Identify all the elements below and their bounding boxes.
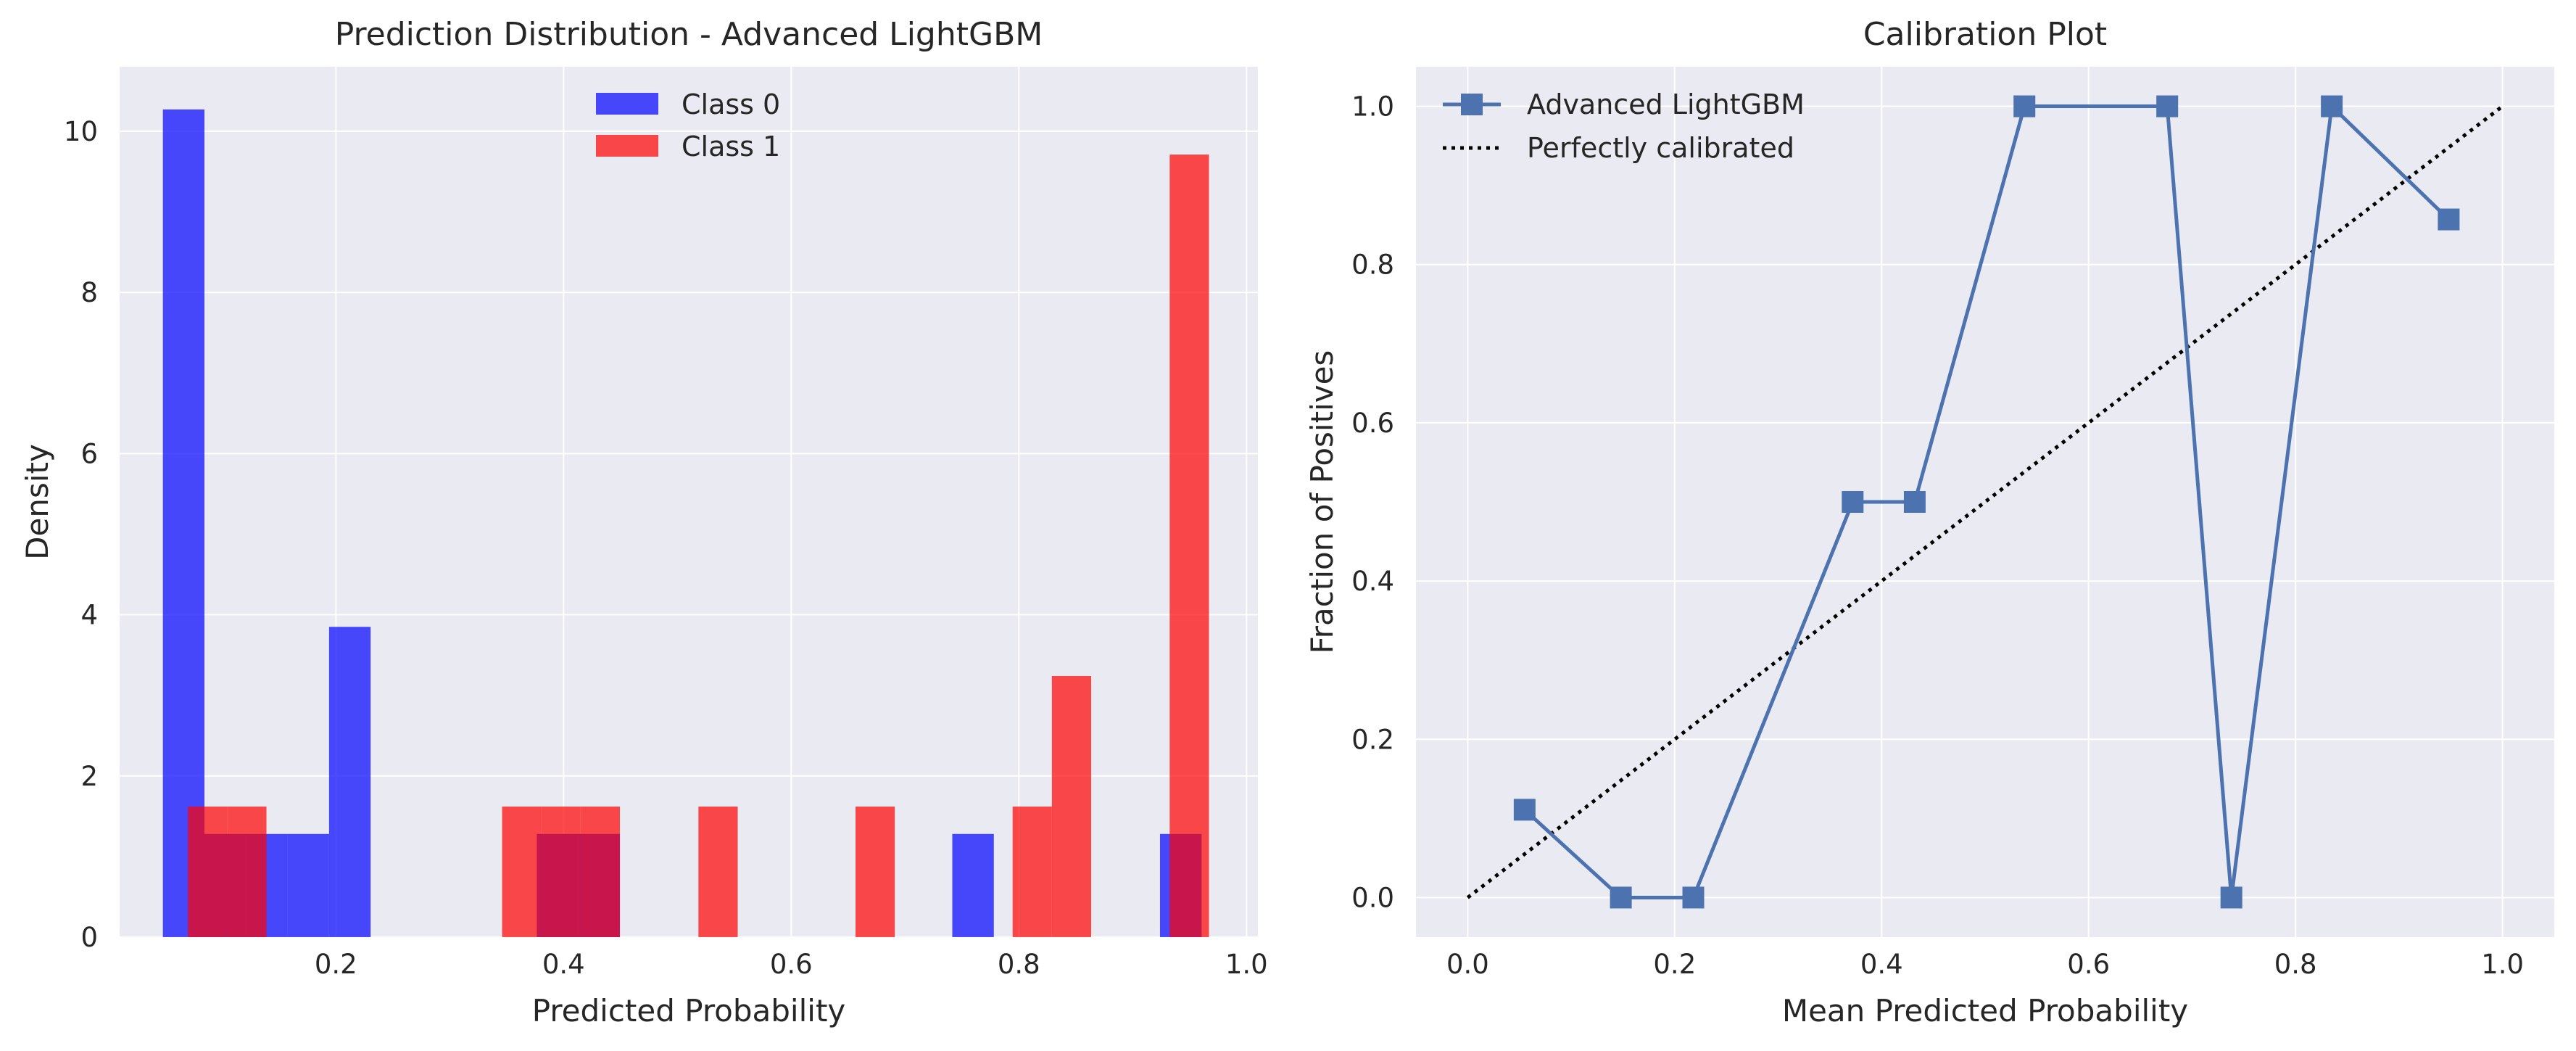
x-tick-label: 0.2 [1653, 949, 1696, 980]
advanced-lightgbm-marker [1903, 491, 1926, 513]
advanced-lightgbm-marker [2013, 95, 2036, 118]
calibration-x-axis-label: Mean Predicted Probability [1782, 993, 2188, 1029]
y-tick-label: 8 [80, 277, 98, 308]
histogram-bar-class-0 [162, 109, 204, 937]
histogram-bars [162, 109, 1209, 938]
calibration-plot-area [1416, 67, 2554, 937]
y-tick-label: 0.6 [1351, 408, 1394, 439]
legend-marker-advanced-lightgbm [1461, 94, 1483, 115]
y-tick-label: 0.0 [1351, 882, 1394, 913]
y-tick-label: 2 [80, 761, 98, 792]
x-tick-label: 0.8 [998, 949, 1040, 980]
calibration-title: Calibration Plot [1863, 16, 2107, 53]
x-tick-label: 0.4 [1860, 949, 1903, 980]
histogram-title: Prediction Distribution - Advanced Light… [335, 16, 1043, 53]
advanced-lightgbm-marker [2438, 208, 2460, 231]
histogram-x-axis-label: Predicted Probability [532, 993, 846, 1029]
histogram-bar-class-1 [502, 807, 542, 937]
histogram-bar-class-1 [1169, 154, 1209, 938]
advanced-lightgbm-marker [1842, 491, 1864, 513]
histogram-bar-class-1 [1051, 676, 1091, 937]
histogram-bar-class-1 [541, 807, 581, 937]
legend-label-perfectly-calibrated: Perfectly calibrated [1527, 132, 1794, 164]
calibration-y-axis-label: Fraction of Positives [1304, 350, 1340, 654]
x-tick-label: 0.6 [2067, 949, 2110, 980]
histogram-bar-class-1 [856, 807, 895, 937]
y-tick-label: 0.8 [1351, 250, 1394, 281]
histogram-y-ticks: 0 2 4 6 8 10 [64, 116, 98, 953]
histogram-x-ticks: 0.2 0.4 0.6 0.8 1.0 [315, 949, 1268, 980]
histogram-gridlines [120, 67, 1258, 938]
y-tick-label: 0.4 [1351, 566, 1394, 597]
legend-swatch-class-0 [596, 93, 658, 115]
calibration-markers [1513, 95, 2460, 909]
legend-label-class-0: Class 0 [682, 88, 780, 120]
advanced-lightgbm-marker [2156, 95, 2179, 118]
advanced-lightgbm-marker [1513, 799, 1536, 821]
histogram-bar-class-1 [698, 807, 738, 937]
histogram-legend: Class 0 Class 1 [596, 88, 780, 162]
y-tick-label: 0.2 [1351, 724, 1394, 755]
calibration-x-ticks: 0.0 0.2 0.4 0.6 0.8 1.0 [1446, 949, 2524, 980]
calibration-plot-chart: 0.0 0.2 0.4 0.6 0.8 1.0 0.0 0.2 0.4 0.6 0.8 1.0 Ca… [1304, 16, 2554, 1029]
y-tick-label: 0 [80, 922, 98, 953]
calibration-lines [1466, 104, 2504, 899]
x-tick-label: 0.0 [1446, 949, 1489, 980]
x-tick-label: 0.6 [770, 949, 813, 980]
histogram-bar-class-1 [580, 807, 621, 937]
x-tick-label: 1.0 [2481, 949, 2524, 980]
y-tick-label: 6 [80, 438, 98, 469]
calibration-y-ticks: 0.0 0.2 0.4 0.6 0.8 1.0 [1351, 91, 1394, 914]
legend-label-class-1: Class 1 [682, 131, 780, 162]
histogram-bar-class-0 [328, 627, 371, 937]
calibration-legend: Advanced LightGBM Perfectly calibrated [1443, 88, 1805, 164]
calibration-gridlines [1416, 67, 2554, 937]
histogram-bar-class-0 [952, 833, 994, 937]
y-tick-label: 4 [80, 600, 98, 631]
legend-label-advanced-lightgbm: Advanced LightGBM [1527, 88, 1805, 120]
y-tick-label: 1.0 [1351, 91, 1394, 123]
advanced-lightgbm-line [1523, 104, 2451, 899]
y-tick-label: 10 [64, 116, 98, 147]
prediction-distribution-chart: 0.2 0.4 0.6 0.8 1.0 0 2 4 6 8 10 Prediction Distr… [20, 16, 1268, 1029]
advanced-lightgbm-marker [2220, 886, 2242, 909]
x-tick-label: 0.2 [315, 949, 357, 980]
advanced-lightgbm-marker [1682, 886, 1705, 909]
x-tick-label: 0.8 [2274, 949, 2317, 980]
x-tick-label: 1.0 [1225, 949, 1268, 980]
histogram-bar-class-1 [1012, 807, 1052, 937]
x-tick-label: 0.4 [542, 949, 585, 980]
legend-swatch-class-1 [596, 135, 658, 157]
histogram-bar-class-0 [287, 833, 329, 937]
histogram-bar-class-1 [227, 807, 267, 937]
advanced-lightgbm-marker [2321, 95, 2343, 118]
histogram-bar-class-1 [188, 807, 228, 937]
advanced-lightgbm-marker [1610, 886, 1632, 909]
histogram-y-axis-label: Density [20, 444, 55, 560]
